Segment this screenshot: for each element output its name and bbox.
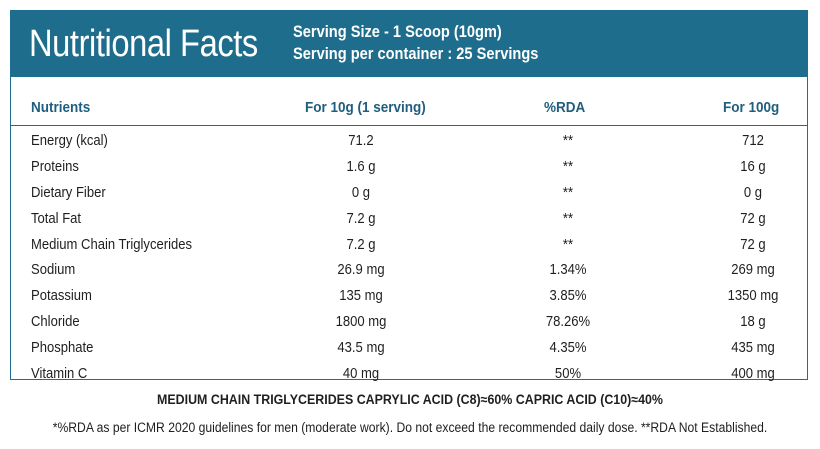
rda-cell-value: ** (562, 133, 574, 149)
rda-cell-value: ** (562, 184, 574, 201)
nutrient-name: Dietary Fiber (31, 184, 106, 201)
rda-cell-value: ** (562, 158, 574, 175)
table-row: Energy (kcal) 71.2 ** 712 (11, 129, 807, 155)
serving-size: Serving Size - 1 Scoop (10gm) (293, 22, 502, 41)
servings-per-container: Serving per container : 25 Servings (293, 44, 539, 63)
per-100g-cell-value: 1350 mg (727, 288, 779, 305)
panel-title: Nutritional Facts (29, 23, 258, 65)
column-header-rda: %RDA (544, 99, 586, 116)
nutrient-table: Energy (kcal) 71.2 ** 712 Proteins 1.6 g ** 16 … (11, 129, 807, 388)
per-serving-cell-value: 7.2 g (346, 210, 376, 227)
per-serving-cell-value: 71.2 (348, 133, 374, 149)
nutrient-name: Medium Chain Triglycerides (31, 236, 193, 253)
per-serving-cell-value: 1800 mg (335, 314, 387, 331)
table-row: Sodium 26.9 mg 1.34% 269 mg (11, 258, 807, 284)
per-serving-cell-value: 40 mg (342, 366, 380, 383)
nutrient-name: Potassium (31, 288, 92, 305)
column-header-nutrients: Nutrients (31, 99, 91, 116)
nutrient-name: Energy (kcal) (31, 133, 108, 149)
table-row: Phosphate 43.5 mg 4.35% 435 mg (11, 336, 807, 362)
nutrient-name: Proteins (31, 158, 79, 175)
nutrient-name: Total Fat (31, 210, 82, 227)
per-serving-cell-value: 1.6 g (346, 158, 376, 175)
rda-cell-value: ** (562, 210, 574, 227)
nutrient-name: Phosphate (31, 340, 94, 357)
rda-cell-value: 4.35% (549, 340, 587, 357)
table-row: Vitamin C 40 mg 50% 400 mg (11, 362, 807, 388)
table-row: Total Fat 7.2 g ** 72 g (11, 207, 807, 233)
per-100g-cell-value: 18 g (740, 314, 766, 331)
per-100g-cell-value: 72 g (740, 236, 766, 253)
per-serving-cell-value: 135 mg (339, 288, 383, 305)
nutrient-name: Vitamin C (31, 366, 88, 383)
table-row: Medium Chain Triglycerides 7.2 g ** 72 g (11, 233, 807, 259)
per-100g-cell-value: 269 mg (731, 262, 775, 279)
per-100g-cell-value: 400 mg (731, 366, 775, 383)
per-100g-cell-value: 72 g (740, 210, 766, 227)
table-row: Chloride 1800 mg 78.26% 18 g (11, 310, 807, 336)
per-100g-cell-value: 16 g (740, 158, 766, 175)
serving-info: Serving Size - 1 Scoop (10gm) Serving pe… (293, 21, 538, 65)
per-serving-cell-value: 7.2 g (346, 236, 376, 253)
rda-cell-value: 50% (554, 366, 582, 383)
rda-cell-value: 3.85% (549, 288, 587, 305)
column-header-per-serving: For 10g (1 serving) (305, 99, 426, 116)
header-divider (11, 125, 807, 126)
table-row: Dietary Fiber 0 g ** 0 g (11, 181, 807, 207)
composition-note: MEDIUM CHAIN TRIGLYCERIDES CAPRYLIC ACID… (157, 392, 663, 407)
table-row: Proteins 1.6 g ** 16 g (11, 155, 807, 181)
disclaimer-note: *%RDA as per ICMR 2020 guidelines for me… (52, 420, 768, 435)
per-serving-cell-value: 26.9 mg (337, 262, 385, 279)
table-row: Potassium 135 mg 3.85% 1350 mg (11, 284, 807, 310)
nutrition-facts-panel: Nutritional Facts Serving Size - 1 Scoop… (10, 10, 808, 382)
per-serving-cell-value: 43.5 mg (337, 340, 385, 357)
panel-header: Nutritional Facts Serving Size - 1 Scoop… (11, 11, 807, 77)
nutrient-name: Chloride (31, 314, 80, 331)
nutrient-name: Sodium (31, 262, 76, 279)
rda-cell-value: ** (562, 236, 574, 253)
per-100g-cell-value: 0 g (743, 184, 763, 201)
rda-cell-value: 78.26% (545, 314, 591, 331)
per-100g-cell-value: 712 (742, 133, 764, 149)
per-100g-cell-value: 435 mg (731, 340, 775, 357)
per-serving-cell-value: 0 g (351, 184, 371, 201)
rda-cell-value: 1.34% (549, 262, 587, 279)
column-header-per-100g: For 100g (723, 99, 780, 116)
